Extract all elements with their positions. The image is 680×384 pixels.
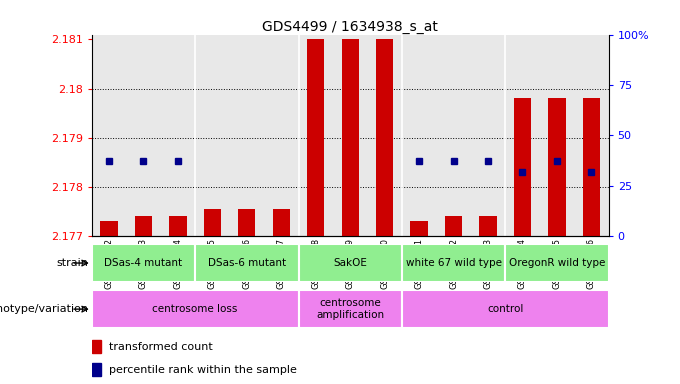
- Text: percentile rank within the sample: percentile rank within the sample: [109, 364, 296, 374]
- Text: DSas-6 mutant: DSas-6 mutant: [208, 258, 286, 268]
- Bar: [195, 244, 299, 282]
- Bar: [376, 40, 393, 236]
- Bar: [307, 40, 324, 236]
- Bar: [273, 209, 290, 236]
- Bar: [479, 217, 496, 236]
- Bar: [92, 339, 101, 353]
- Bar: [299, 290, 402, 328]
- Text: genotype/variation: genotype/variation: [0, 304, 88, 314]
- Bar: [169, 217, 186, 236]
- Text: SakOE: SakOE: [333, 258, 367, 268]
- Text: OregonR wild type: OregonR wild type: [509, 258, 605, 268]
- Bar: [92, 290, 299, 328]
- Text: control: control: [487, 304, 524, 314]
- Bar: [101, 222, 118, 236]
- Bar: [505, 244, 609, 282]
- Bar: [204, 209, 221, 236]
- Bar: [341, 40, 359, 236]
- Text: centrosome loss: centrosome loss: [152, 304, 238, 314]
- Text: centrosome
amplification: centrosome amplification: [316, 298, 384, 320]
- Bar: [92, 244, 195, 282]
- Text: strain: strain: [56, 258, 88, 268]
- Title: GDS4499 / 1634938_s_at: GDS4499 / 1634938_s_at: [262, 20, 438, 33]
- Bar: [402, 290, 609, 328]
- Bar: [402, 244, 505, 282]
- Text: white 67 wild type: white 67 wild type: [405, 258, 502, 268]
- Bar: [238, 209, 256, 236]
- Bar: [299, 244, 402, 282]
- Bar: [135, 217, 152, 236]
- Bar: [445, 217, 462, 236]
- Bar: [514, 98, 531, 236]
- Bar: [92, 362, 101, 376]
- Text: DSas-4 mutant: DSas-4 mutant: [105, 258, 182, 268]
- Text: transformed count: transformed count: [109, 341, 213, 351]
- Bar: [583, 98, 600, 236]
- Bar: [548, 98, 566, 236]
- Bar: [411, 222, 428, 236]
